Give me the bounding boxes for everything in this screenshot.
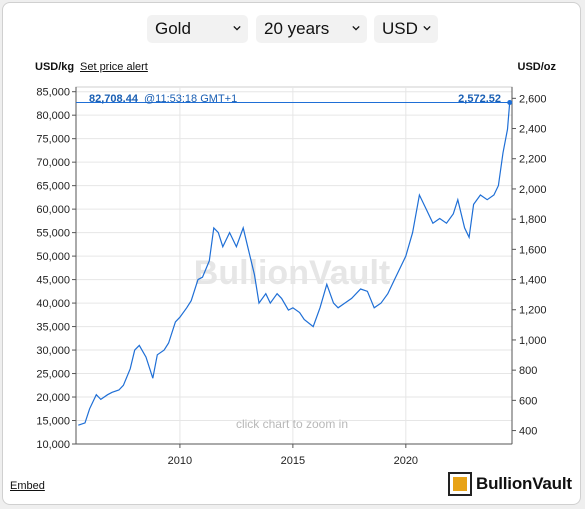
tick-label-right: 800 (519, 365, 537, 377)
tick-label-left: 20,000 (36, 392, 70, 404)
chevron-down-icon (352, 25, 360, 31)
bullionvault-logo-icon (448, 472, 472, 496)
chevron-down-icon (233, 25, 241, 31)
tick-label-left: 35,000 (36, 322, 70, 334)
left-axis-unit: USD/kg (35, 61, 75, 73)
current-price-time: @11:53:18 GMT+1 (144, 93, 237, 105)
tick-label-left: 70,000 (36, 157, 70, 169)
period-select-value: 20 years (264, 19, 330, 38)
tick-label-left: 65,000 (36, 181, 70, 193)
chevron-down-icon (423, 25, 431, 31)
tick-label-x: 2010 (168, 455, 192, 467)
tick-label-left: 15,000 (36, 416, 70, 428)
brand-name: BullionVault (476, 474, 572, 493)
tick-label-x: 2020 (394, 455, 418, 467)
tick-label-left: 30,000 (36, 345, 70, 357)
tick-label-right: 2,400 (519, 124, 547, 136)
tick-label-left: 40,000 (36, 298, 70, 310)
tick-label-left: 45,000 (36, 275, 70, 287)
tick-label-right: 1,800 (519, 214, 547, 226)
price-series-line (78, 102, 511, 426)
watermark: BullionVault (194, 254, 390, 292)
right-axis-unit: USD/oz (517, 61, 557, 73)
tick-label-left: 50,000 (36, 251, 70, 263)
currency-select[interactable]: USD (374, 15, 438, 43)
set-price-alert-link[interactable]: Set price alert (80, 61, 148, 73)
tick-label-right: 600 (519, 395, 537, 407)
chart-card (2, 2, 581, 505)
tick-label-left: 80,000 (36, 110, 70, 122)
tick-label-left: 85,000 (36, 87, 70, 99)
current-price-kg: 82,708.44 (89, 93, 139, 105)
tick-label-x: 2015 (281, 455, 305, 467)
embed-link[interactable]: Embed (10, 480, 45, 492)
tick-label-left: 10,000 (36, 439, 70, 451)
metal-select[interactable]: Gold (147, 15, 248, 43)
tick-label-right: 2,600 (519, 93, 547, 105)
period-select[interactable]: 20 years (256, 15, 367, 43)
current-price-oz: 2,572.52 (458, 93, 501, 105)
tick-label-right: 1,400 (519, 275, 547, 287)
tick-label-right: 400 (519, 426, 537, 438)
tick-label-right: 1,200 (519, 305, 547, 317)
tick-label-left: 55,000 (36, 228, 70, 240)
metal-select-value: Gold (155, 19, 191, 38)
tick-label-right: 1,000 (519, 335, 547, 347)
tick-label-right: 1,600 (519, 244, 547, 256)
tick-label-left: 25,000 (36, 369, 70, 381)
tick-label-left: 60,000 (36, 204, 70, 216)
tick-label-right: 2,200 (519, 154, 547, 166)
currency-select-value: USD (382, 19, 418, 38)
zoom-hint: click chart to zoom in (236, 417, 348, 431)
tick-label-left: 75,000 (36, 134, 70, 146)
tick-label-right: 2,000 (519, 184, 547, 196)
